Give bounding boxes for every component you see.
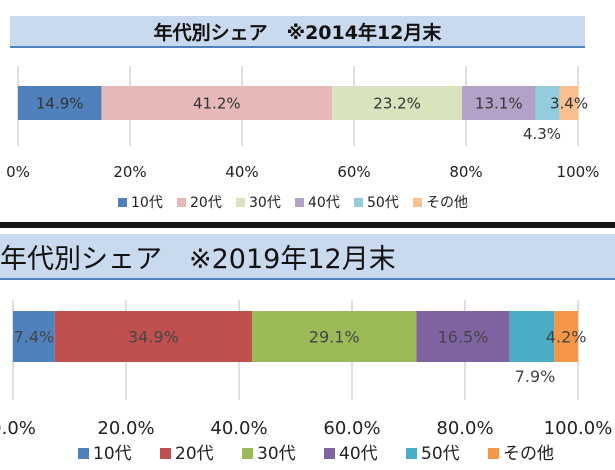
tick-label: 20.0% bbox=[97, 418, 154, 439]
chart-title: 年代別シェア ※2019年12月末 bbox=[0, 234, 615, 280]
bar-segment-50代 bbox=[535, 86, 560, 120]
bar-segment-40代 bbox=[462, 86, 536, 120]
legend-swatch bbox=[177, 198, 186, 207]
legend-label: 40代 bbox=[339, 444, 378, 464]
legend-label: 30代 bbox=[249, 195, 281, 211]
chart-2019-plot: 7.4% 34.9% 29.1% 16.5% 7.9% 4.2% 0.0% 20.0% 40.0… bbox=[0, 300, 613, 464]
data-label: 41.2% bbox=[193, 94, 241, 112]
bar-segment-50代 bbox=[509, 311, 555, 362]
legend-label: その他 bbox=[503, 444, 554, 464]
legend-label: 50代 bbox=[421, 444, 460, 464]
legend-swatch bbox=[78, 448, 89, 459]
legend-label: 30代 bbox=[257, 444, 296, 464]
tick-label: 60% bbox=[337, 163, 370, 181]
data-label: 16.5% bbox=[438, 327, 489, 346]
tick-label: 0.0% bbox=[0, 418, 36, 439]
chart-2019: 年代別シェア ※2019年12月末 7.4% 34.9% 29.1% 16.5% 7.9… bbox=[0, 228, 615, 470]
data-label: 3.4% bbox=[550, 94, 588, 112]
legend-swatch bbox=[295, 198, 304, 207]
legend-swatch bbox=[160, 448, 171, 459]
tick-label: 80% bbox=[449, 163, 482, 181]
data-label: 29.1% bbox=[309, 327, 360, 346]
tick-label: 100.0% bbox=[544, 418, 613, 439]
data-label: 7.9% bbox=[515, 367, 556, 386]
tick-label: 40.0% bbox=[210, 418, 267, 439]
legend-label: 20代 bbox=[190, 195, 222, 211]
legend-label: 10代 bbox=[93, 444, 132, 464]
legend-swatch bbox=[324, 448, 335, 459]
data-label: 14.9% bbox=[36, 94, 84, 112]
tick-label: 0% bbox=[6, 163, 30, 181]
legend-swatch bbox=[242, 448, 253, 459]
data-label: 4.2% bbox=[546, 327, 587, 346]
divider bbox=[0, 222, 615, 228]
legend-swatch bbox=[488, 448, 499, 459]
bar-segment-30代 bbox=[251, 311, 417, 362]
tick-label: 20% bbox=[113, 163, 146, 181]
legend-swatch bbox=[413, 198, 422, 207]
bar-segment-20代 bbox=[54, 311, 252, 362]
data-label: 13.1% bbox=[475, 94, 523, 112]
bar-segment-40代 bbox=[416, 311, 510, 362]
legend-label: 10代 bbox=[131, 195, 163, 211]
bar-segment-その他 bbox=[559, 86, 579, 120]
tick-label: 100% bbox=[557, 163, 600, 181]
chart-2014: 年代別シェア ※2014年12月末 14.9% 41.2% 23.2% 13.1% 4.… bbox=[0, 0, 615, 222]
legend-swatch bbox=[236, 198, 245, 207]
chart-title: 年代別シェア ※2014年12月末 bbox=[10, 16, 585, 48]
chart-2014-plot: 14.9% 41.2% 23.2% 13.1%4.3% 3.4% 0% 20% 40% 60% 8… bbox=[6, 66, 600, 211]
tick-label: 40% bbox=[225, 163, 258, 181]
data-label: 4.3% bbox=[523, 125, 561, 143]
legend-label: その他 bbox=[426, 195, 468, 211]
data-label: 34.9% bbox=[128, 327, 179, 346]
bar-segment-10代 bbox=[18, 86, 102, 120]
legend-label: 50代 bbox=[367, 195, 399, 211]
tick-label: 80.0% bbox=[436, 418, 493, 439]
legend-swatch bbox=[118, 198, 127, 207]
bar-segment-その他 bbox=[554, 311, 578, 362]
data-label: 23.2% bbox=[373, 94, 421, 112]
legend-label: 20代 bbox=[175, 444, 214, 464]
bar-segment-20代 bbox=[101, 86, 333, 120]
legend-label: 40代 bbox=[308, 195, 340, 211]
bar-segment-30代 bbox=[332, 86, 463, 120]
data-label: 7.4% bbox=[14, 327, 55, 346]
bar-segment-10代 bbox=[13, 311, 55, 362]
legend-swatch bbox=[406, 448, 417, 459]
legend-swatch bbox=[354, 198, 363, 207]
tick-label: 60.0% bbox=[323, 418, 380, 439]
